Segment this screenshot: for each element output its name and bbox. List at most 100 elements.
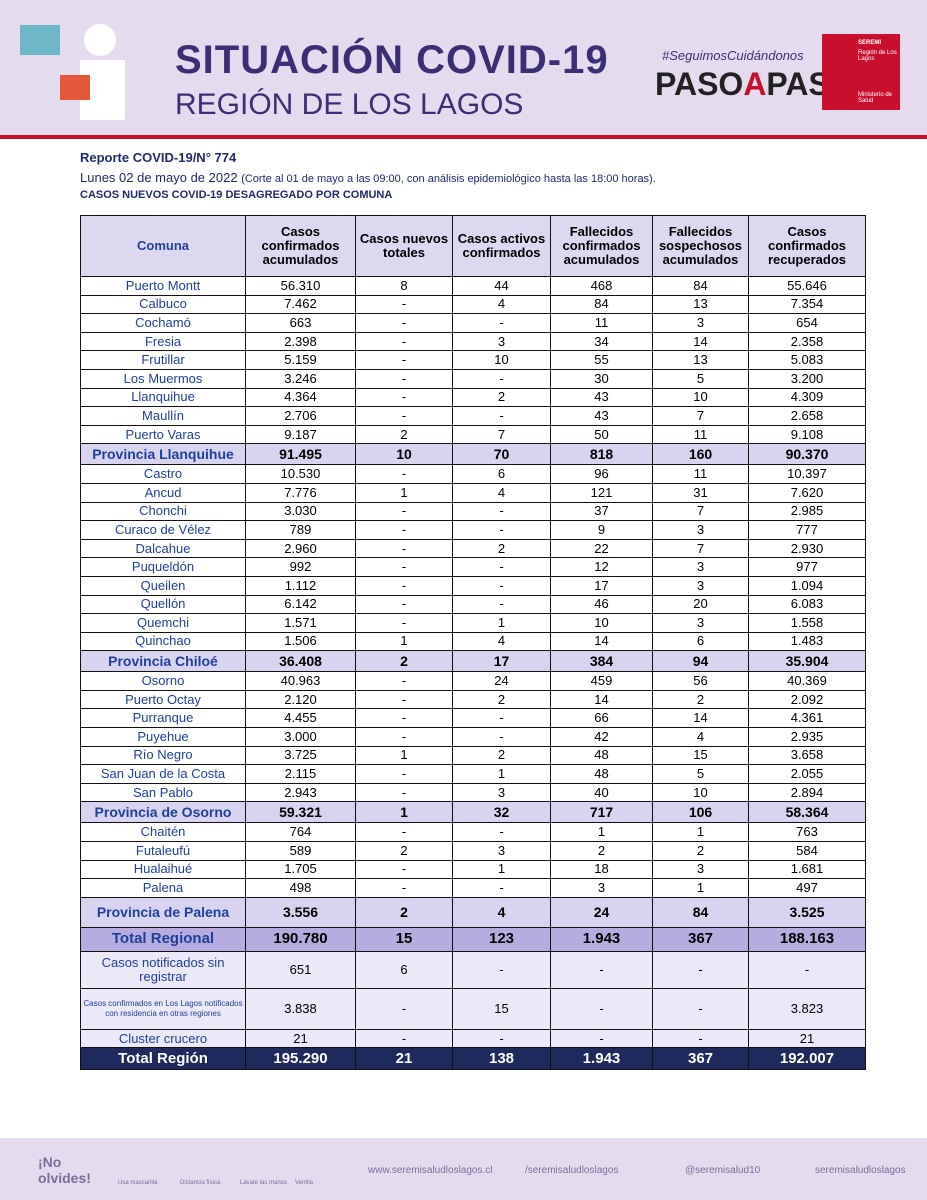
cell: 43 — [550, 387, 653, 408]
cell: - — [355, 613, 453, 633]
cell: 2.943 — [245, 782, 356, 803]
cell: 15 — [652, 745, 749, 766]
cell: - — [355, 987, 453, 1030]
extra-row: Casos notificados sin registrar 651 6- - - - — [80, 950, 866, 989]
cell: 59.321 — [245, 801, 356, 824]
comuna: Cochamó — [80, 313, 246, 333]
comuna-row: Los Muermos 3.246- -30 5 3.200 — [80, 368, 866, 389]
cell: 4 — [452, 482, 551, 503]
cell: 21 — [245, 1028, 356, 1049]
cell: - — [355, 1028, 453, 1049]
cell: 40 — [550, 782, 653, 803]
cell: 1 — [452, 764, 551, 784]
cell: - — [452, 575, 551, 596]
cell: 6.142 — [245, 594, 356, 615]
cell: - — [355, 313, 453, 333]
cell: 9.108 — [748, 424, 866, 445]
cell: 3 — [550, 878, 653, 898]
cell: 7 — [652, 538, 749, 559]
cell: 14 — [550, 689, 653, 710]
comuna-row: Fresia 2.398-3 34 14 2.358 — [80, 331, 866, 352]
cell: 3.000 — [245, 727, 356, 747]
cell: 10 — [652, 387, 749, 408]
cell: 1 — [355, 631, 453, 652]
comuna: Palena — [80, 878, 246, 898]
cell: - — [355, 764, 453, 784]
cell: 10 — [355, 443, 453, 466]
cell: 2 — [550, 841, 653, 861]
cell: 1.483 — [748, 631, 866, 652]
comuna-row: Puerto Montt 56.310 8 44 468 84 55.646 — [80, 276, 866, 296]
link[interactable]: /seremisaludloslagos — [525, 1165, 619, 1176]
comuna: Puerto Montt — [80, 276, 246, 296]
province-row: Provincia Chiloé 36.408 2 17 384 94 35.904 — [80, 650, 866, 673]
link[interactable]: @seremisalud10 — [685, 1165, 761, 1176]
cell: - — [355, 350, 453, 370]
cell: 32 — [452, 801, 551, 824]
cell: 17 — [452, 650, 551, 673]
comuna-row: Palena 498- -3 1 497 — [80, 878, 866, 898]
footer: ¡No olvides! Usa mascarilla Distancia fí… — [0, 1138, 927, 1200]
cell: 3.725 — [245, 745, 356, 766]
cell: 3.838 — [245, 987, 356, 1030]
cell: 11 — [550, 313, 653, 333]
cell: 24 — [452, 671, 551, 691]
cell: 663 — [245, 313, 356, 333]
cell: 7.776 — [245, 482, 356, 503]
cell: 10 — [550, 613, 653, 633]
cell: 2.894 — [748, 782, 866, 803]
cell: 10.397 — [748, 464, 866, 484]
comuna: Calbuco — [80, 294, 246, 315]
comuna-row: Castro 10.530-6 96 11 10.397 — [80, 464, 866, 484]
link[interactable]: www.seremisaludloslagos.cl — [368, 1165, 493, 1176]
tip: Distancia física — [180, 1180, 221, 1186]
cell: 14 — [550, 631, 653, 652]
cell: - — [550, 1028, 653, 1049]
cell: 138 — [452, 1047, 551, 1071]
brand-part: A — [743, 66, 767, 102]
cell: 58.364 — [748, 801, 866, 824]
illustration — [20, 24, 125, 120]
comuna: Total Regional — [80, 926, 246, 952]
cell: 1.681 — [748, 859, 866, 880]
cell: - — [452, 406, 551, 426]
cell: 2 — [355, 424, 453, 445]
cell: - — [550, 987, 653, 1030]
cell: 1 — [355, 745, 453, 766]
report-number: Reporte COVID-19/N° 774 — [80, 150, 237, 165]
cell: 3.525 — [748, 896, 866, 928]
regional-total-row: Total Regional 190.780 15 123 1.943 367 188.16… — [80, 926, 866, 952]
comuna: Ancud — [80, 482, 246, 503]
link[interactable]: seremisaludloslagos — [815, 1165, 906, 1176]
cell: 7 — [652, 501, 749, 522]
comuna-row: Maullín 2.706- -43 7 2.658 — [80, 406, 866, 426]
cell: 192.007 — [748, 1047, 866, 1071]
cell: 1.705 — [245, 859, 356, 880]
cell: 17 — [550, 575, 653, 596]
comuna: Castro — [80, 464, 246, 484]
cell: 30 — [550, 368, 653, 389]
cell: 21 — [748, 1028, 866, 1049]
cell: 24 — [550, 896, 653, 928]
tip: Ventila — [295, 1180, 314, 1186]
comuna: Provincia de Palena — [80, 896, 246, 928]
cell: 1 — [550, 822, 653, 843]
cell: 1 — [452, 859, 551, 880]
cell: 1.112 — [245, 575, 356, 596]
cell: - — [355, 859, 453, 880]
cell: 1 — [652, 822, 749, 843]
column-header: Comuna — [80, 215, 246, 277]
cell: - — [355, 520, 453, 540]
cell: - — [355, 708, 453, 729]
hashtag: #SeguimosCuidándonos — [662, 48, 804, 63]
cell: 367 — [652, 1047, 749, 1071]
cell: - — [355, 406, 453, 426]
cell: 1.943 — [550, 1047, 653, 1071]
cell: - — [355, 822, 453, 843]
logo-ministry: Ministerio de Salud — [858, 92, 893, 104]
comuna-row: Quellón 6.142- -46 20 6.083 — [80, 594, 866, 615]
comuna-row: Puerto Varas 9.187 2 7 50 11 9.108 — [80, 424, 866, 445]
comuna: Hualaihué — [80, 859, 246, 880]
cell: 84 — [652, 276, 749, 296]
